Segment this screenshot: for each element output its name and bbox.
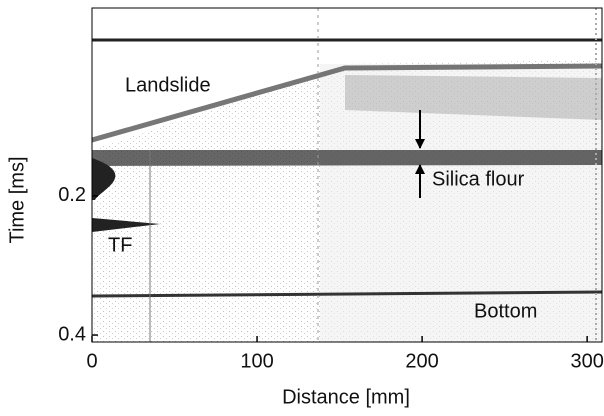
- y-axis-label: Time [ms]: [6, 156, 28, 243]
- x-tick-label: 0: [86, 350, 97, 372]
- x-axis-label: Distance [mm]: [282, 386, 410, 408]
- x-tick-label: 200: [405, 350, 438, 372]
- y-tick-label: 0.4: [58, 323, 86, 345]
- annotation: Landslide: [125, 74, 211, 96]
- x-tick-label: 100: [240, 350, 273, 372]
- annotation: Bottom: [474, 300, 537, 322]
- radargram: [91, 8, 603, 342]
- y-tick-label: 0.2: [58, 184, 86, 206]
- annotation: Silica flour: [432, 168, 525, 190]
- x-tick-label: 300: [570, 350, 603, 372]
- plot-frame: [91, 7, 603, 343]
- annotation: TF: [108, 234, 132, 256]
